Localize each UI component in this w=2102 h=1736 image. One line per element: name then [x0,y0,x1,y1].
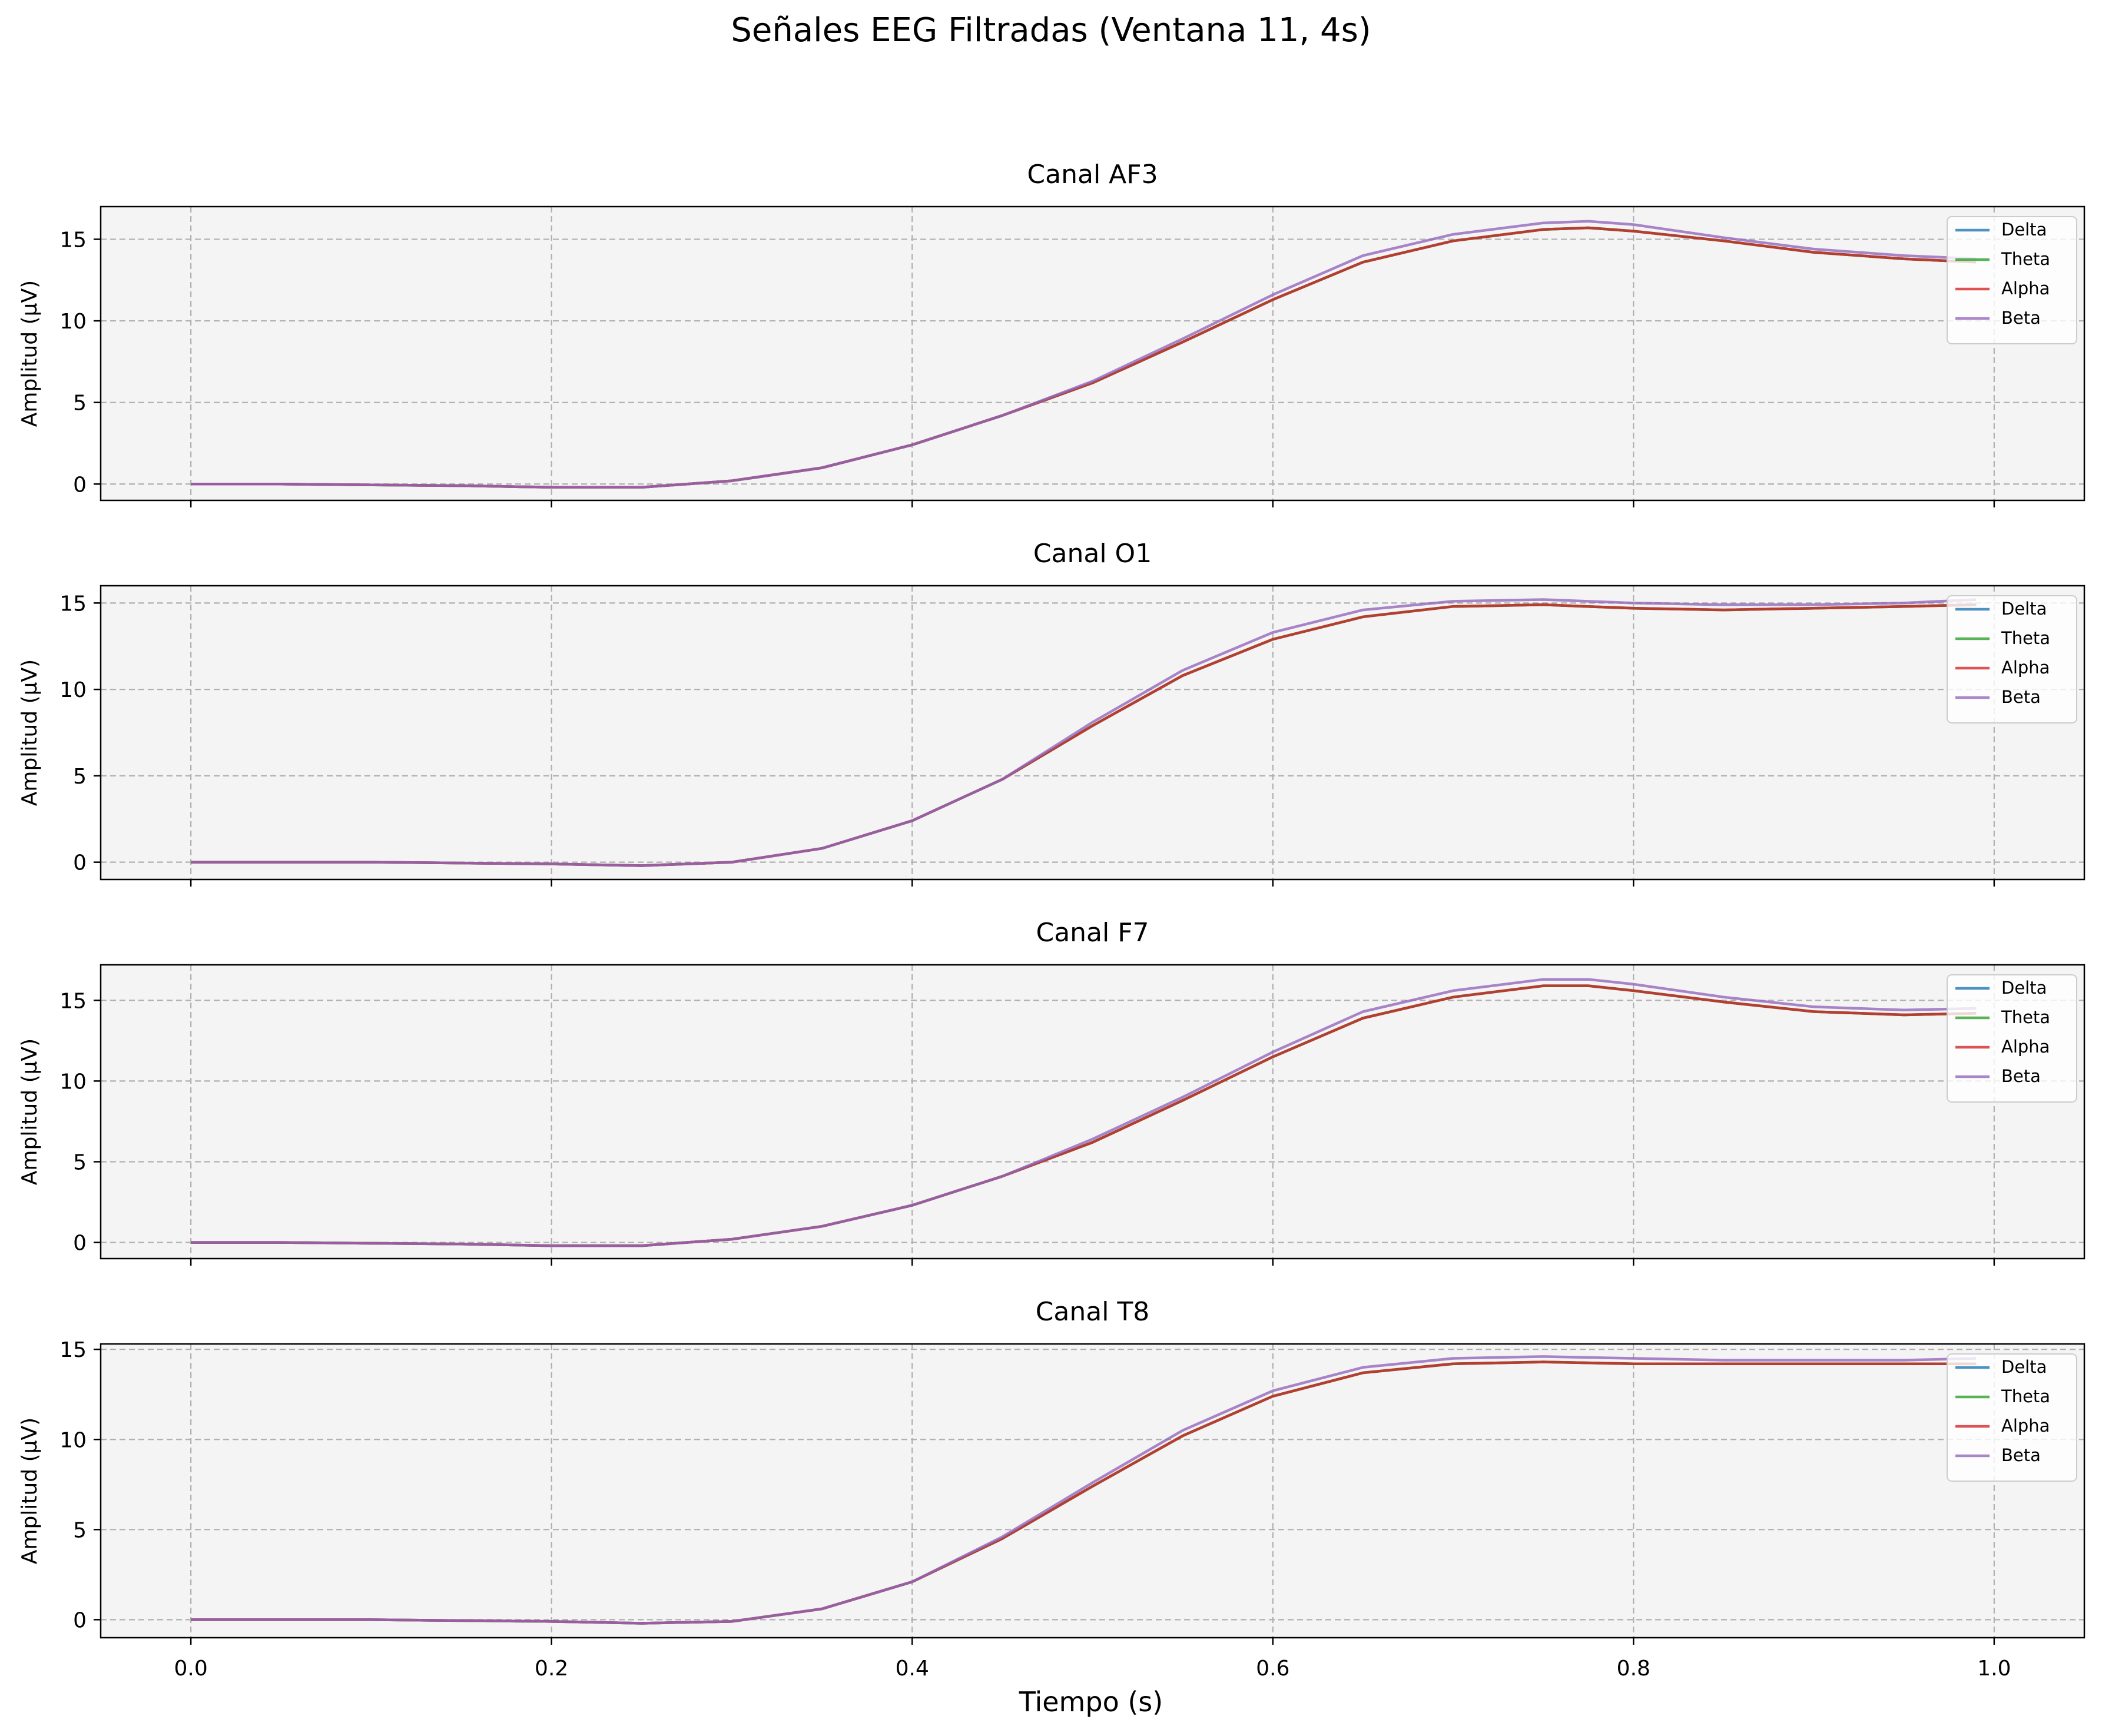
panel-title: Canal F7 [1036,918,1149,948]
legend-label-alpha: Alpha [2001,1037,2050,1057]
y-tick-label: 10 [59,310,87,334]
axes-background [101,207,2084,500]
figure-xlabel: Tiempo (s) [1019,1686,1163,1718]
y-tick-label: 10 [59,678,87,702]
panel-title: Canal AF3 [1027,160,1158,190]
axes-frame [100,1343,2086,1639]
panel-2: 0 5 10 15 Canal F7 Amplitud (µV) Delta Theta Alp… [18,918,2086,1266]
y-tick-label: 0 [73,473,87,497]
legend-label-beta: Beta [2001,308,2041,328]
legend-label-beta: Beta [2001,1066,2041,1086]
y-tick-label: 0 [73,851,87,875]
y-tick-label: 10 [59,1428,87,1452]
legend-box [1947,595,2077,723]
y-axis-label: Amplitud (µV) [18,659,42,806]
y-axis-label: Amplitud (µV) [18,1418,42,1564]
series-line-beta [191,598,1977,867]
axes-frame [100,585,2086,881]
legend-label-delta: Delta [2001,599,2047,619]
y-tick-label: 5 [73,1150,87,1174]
x-tick-label: 1.0 [1977,1657,2011,1681]
panel-0: 0 5 10 15 Canal AF3 Amplitud (µV) Delta Theta Al… [18,160,2086,507]
legend: Delta Theta Alpha Beta [1947,595,2077,723]
legend: Delta Theta Alpha Beta [1947,974,2077,1103]
legend-label-theta: Theta [2001,628,2050,648]
series-line-beta [191,220,1977,489]
panels-container: 0 5 10 15 Canal AF3 Amplitud (µV) Delta Theta Al… [18,160,2086,1681]
y-tick-label: 0 [73,1232,87,1256]
legend: Delta Theta Alpha Beta [1947,216,2077,344]
legend-label-delta: Delta [2001,978,2047,998]
y-axis-label: Amplitud (µV) [18,280,42,427]
legend-box [1947,1353,2077,1482]
x-tick-label: 0.2 [535,1657,568,1681]
panel-3: 0.0 0.2 0.4 0.6 0.8 1.0 0 5 10 15 Canal T8 Amplitud… [18,1297,2086,1681]
y-tick-label: 15 [59,592,87,616]
legend-box [1947,216,2077,344]
legend-label-delta: Delta [2001,220,2047,240]
axes-frame [100,964,2086,1260]
axes-background [101,1344,2084,1638]
legend-label-theta: Theta [2001,249,2050,269]
legend-label-alpha: Alpha [2001,658,2050,678]
panel-title: Canal O1 [1033,539,1152,569]
x-tick-label: 0.8 [1617,1657,1650,1681]
series-lines [191,220,1977,489]
legend-label-alpha: Alpha [2001,1416,2050,1436]
y-tick-label: 5 [73,391,87,416]
series-lines [191,1355,1977,1625]
y-tick-label: 0 [73,1608,87,1632]
x-tick-label: 0.6 [1256,1657,1289,1681]
axes-frame [100,205,2086,502]
axes-background [101,965,2084,1259]
y-tick-label: 15 [59,228,87,252]
legend-label-theta: Theta [2001,1386,2050,1406]
y-tick-label: 10 [59,1070,87,1094]
y-tick-label: 15 [59,989,87,1013]
legend: Delta Theta Alpha Beta [1947,1353,2077,1482]
legend-label-alpha: Alpha [2001,278,2050,298]
legend-label-delta: Delta [2001,1357,2047,1377]
y-tick-label: 5 [73,1518,87,1542]
legend-label-beta: Beta [2001,1445,2041,1465]
series-lines [191,978,1977,1247]
legend-box [1947,974,2077,1103]
panel-title: Canal T8 [1036,1297,1150,1327]
legend-label-theta: Theta [2001,1007,2050,1027]
axes-background [101,586,2084,879]
series-line-beta [191,978,1977,1247]
series-lines [191,598,1977,867]
y-tick-label: 15 [59,1338,87,1362]
x-tick-label: 0.4 [896,1657,929,1681]
legend-label-beta: Beta [2001,687,2041,707]
panel-1: 0 5 10 15 Canal O1 Amplitud (µV) Delta Theta Alp… [18,539,2086,887]
y-axis-label: Amplitud (µV) [18,1038,42,1185]
x-tick-label: 0.0 [174,1657,208,1681]
figure-suptitle: Señales EEG Filtradas (Ventana 11, 4s) [731,11,1371,49]
series-line-beta [191,1355,1977,1625]
y-tick-label: 5 [73,765,87,789]
